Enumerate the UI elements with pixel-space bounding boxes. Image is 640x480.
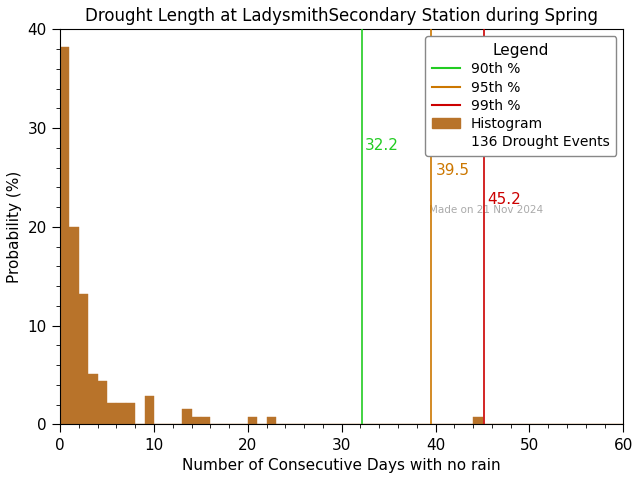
Bar — [107, 403, 116, 424]
Bar — [473, 418, 483, 424]
Text: 45.2: 45.2 — [487, 192, 521, 207]
Y-axis label: Probability (%): Probability (%) — [7, 171, 22, 283]
Text: Made on 21 Nov 2024: Made on 21 Nov 2024 — [429, 205, 543, 215]
Bar — [126, 403, 135, 424]
Bar — [248, 418, 257, 424]
Text: 39.5: 39.5 — [436, 163, 470, 178]
Bar — [182, 409, 191, 424]
Bar — [201, 418, 211, 424]
X-axis label: Number of Consecutive Days with no rain: Number of Consecutive Days with no rain — [182, 458, 501, 473]
Bar — [116, 403, 126, 424]
Bar — [79, 294, 88, 424]
Bar — [70, 227, 79, 424]
Title: Drought Length at LadysmithSecondary Station during Spring: Drought Length at LadysmithSecondary Sta… — [85, 7, 598, 25]
Legend: 90th %, 95th %, 99th %, Histogram, 136 Drought Events: 90th %, 95th %, 99th %, Histogram, 136 D… — [425, 36, 616, 156]
Bar — [60, 47, 70, 424]
Bar — [88, 374, 98, 424]
Bar — [145, 396, 154, 424]
Bar — [98, 381, 107, 424]
Text: 32.2: 32.2 — [365, 138, 399, 153]
Bar — [191, 418, 201, 424]
Bar — [267, 418, 276, 424]
